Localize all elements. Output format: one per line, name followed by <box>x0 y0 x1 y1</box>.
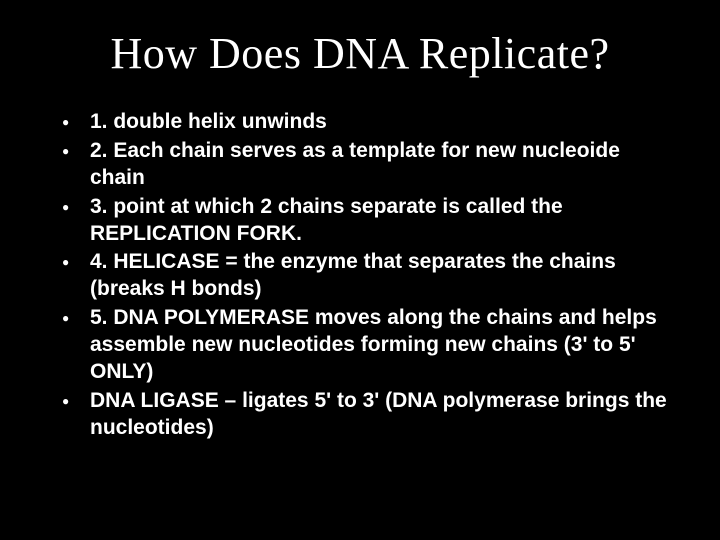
bullet-text: 3. point at which 2 chains separate is c… <box>90 194 670 248</box>
list-item: ● 2. Each chain serves as a template for… <box>58 138 670 192</box>
bullet-icon: ● <box>58 305 90 331</box>
slide-content: ● 1. double helix unwinds ● 2. Each chai… <box>50 109 670 442</box>
bullet-icon: ● <box>58 194 90 220</box>
slide: How Does DNA Replicate? ● 1. double heli… <box>0 0 720 540</box>
list-item: ● 1. double helix unwinds <box>58 109 670 136</box>
bullet-icon: ● <box>58 138 90 164</box>
bullet-icon: ● <box>58 249 90 275</box>
list-item: ● 5. DNA POLYMERASE moves along the chai… <box>58 305 670 386</box>
list-item: ● DNA LIGASE – ligates 5' to 3' (DNA pol… <box>58 388 670 442</box>
bullet-text: DNA LIGASE – ligates 5' to 3' (DNA polym… <box>90 388 670 442</box>
bullet-icon: ● <box>58 388 90 414</box>
bullet-text: 2. Each chain serves as a template for n… <box>90 138 670 192</box>
slide-title: How Does DNA Replicate? <box>50 28 670 79</box>
bullet-text: 4. HELICASE = the enzyme that separates … <box>90 249 670 303</box>
bullet-text: 5. DNA POLYMERASE moves along the chains… <box>90 305 670 386</box>
list-item: ● 3. point at which 2 chains separate is… <box>58 194 670 248</box>
list-item: ● 4. HELICASE = the enzyme that separate… <box>58 249 670 303</box>
bullet-icon: ● <box>58 109 90 135</box>
bullet-text: 1. double helix unwinds <box>90 109 670 136</box>
